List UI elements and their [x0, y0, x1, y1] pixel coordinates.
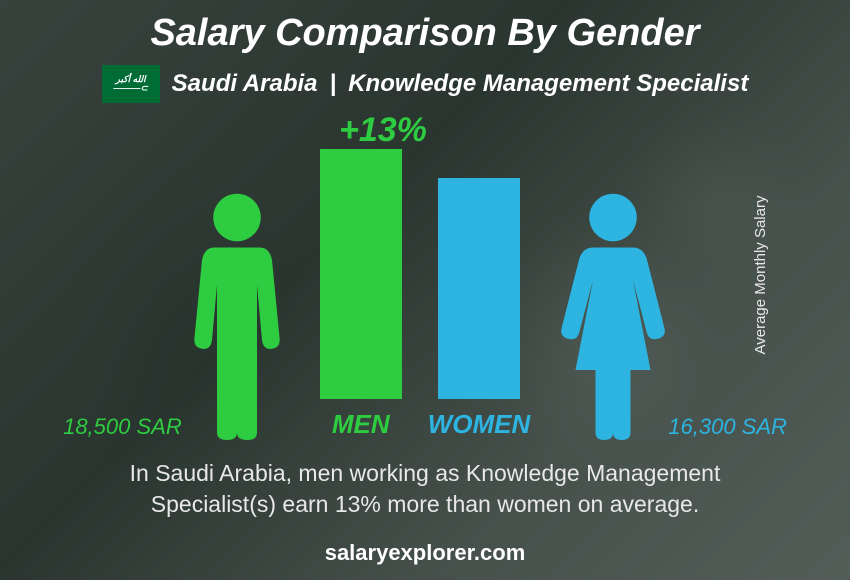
- women-salary: 16,300 SAR: [668, 414, 787, 440]
- page-title: Salary Comparison By Gender: [150, 12, 699, 55]
- flag-icon: الله أكبر———⊂: [102, 65, 160, 103]
- subtitle: الله أكبر———⊂ Saudi Arabia | Knowledge M…: [102, 65, 749, 103]
- women-label: WOMEN: [428, 409, 531, 440]
- infographic-root: Salary Comparison By Gender الله أكبر———…: [0, 0, 850, 580]
- chart-area: +13% Average Monthly Salary 18,500 SAR M…: [0, 111, 850, 440]
- men-label: MEN: [332, 409, 390, 440]
- y-axis-label: Average Monthly Salary: [752, 196, 769, 355]
- men-bar: [320, 149, 402, 399]
- delta-label: +13%: [339, 111, 427, 150]
- role-label: Knowledge Management Specialist: [348, 70, 748, 98]
- women-bar-column: WOMEN: [428, 178, 531, 440]
- footer-text: salaryexplorer.com: [325, 540, 526, 566]
- women-bar: [438, 178, 520, 399]
- women-icon-column: 16,300 SAR: [548, 190, 678, 440]
- men-icon-column: 18,500 SAR: [172, 190, 302, 440]
- men-bar-column: MEN: [320, 149, 402, 440]
- male-icon: [172, 190, 302, 440]
- men-salary: 18,500 SAR: [63, 414, 182, 440]
- description-text: In Saudi Arabia, men working as Knowledg…: [0, 440, 850, 520]
- country-label: Saudi Arabia: [172, 70, 318, 98]
- separator: |: [330, 70, 337, 98]
- female-icon: [548, 190, 678, 440]
